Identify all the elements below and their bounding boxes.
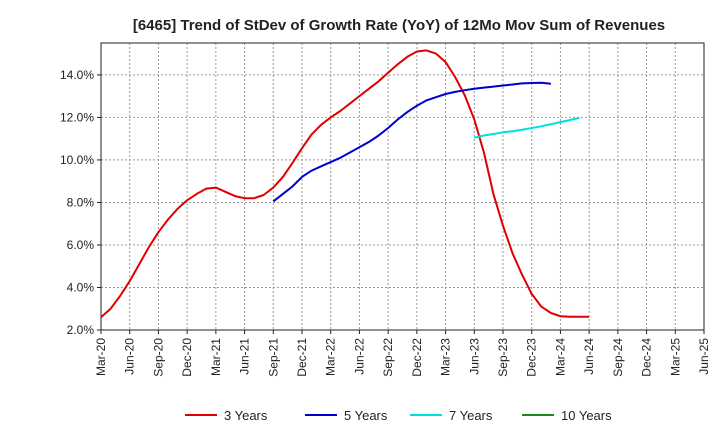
series <box>100 49 590 318</box>
legend: 3 Years 5 Years 7 Years 10 Years <box>185 408 612 423</box>
y-tick-label: 10.0% <box>60 153 94 167</box>
legend-label: 3 Years <box>224 408 268 423</box>
x-tick-label: Dec-23 <box>525 338 539 377</box>
x-tick-label: Jun-23 <box>467 338 481 375</box>
series-line-3-years <box>100 49 590 318</box>
series-line-5-years <box>272 81 552 203</box>
y-tick-label: 6.0% <box>67 238 95 252</box>
x-axis: Mar-20 Jun-20 Sep-20 Dec-20 Mar-21 Jun-21 Sep-… <box>94 330 711 377</box>
y-tick-label: 2.0% <box>67 323 95 337</box>
y-tick-label: 12.0% <box>60 110 94 124</box>
x-tick-label: Mar-21 <box>209 338 223 376</box>
x-tick-label: Jun-22 <box>352 338 366 375</box>
x-tick-label: Sep-24 <box>611 338 625 377</box>
y-tick-label: 14.0% <box>60 68 94 82</box>
x-tick-label: Jun-24 <box>582 338 596 375</box>
y-tick-label: 8.0% <box>67 195 95 209</box>
grid <box>100 43 705 331</box>
plot-area <box>100 42 705 331</box>
x-tick-label: Dec-21 <box>295 338 309 377</box>
x-tick-label: Jun-25 <box>697 338 711 375</box>
legend-label: 7 Years <box>449 408 493 423</box>
x-tick-label: Dec-24 <box>640 338 654 377</box>
x-tick-label: Dec-20 <box>180 338 194 377</box>
x-tick-label: Mar-23 <box>439 338 453 376</box>
x-tick-label: Sep-21 <box>266 338 280 377</box>
x-tick-label: Sep-20 <box>151 338 165 377</box>
x-tick-label: Mar-20 <box>94 338 108 376</box>
legend-label: 5 Years <box>344 408 388 423</box>
series-line-7-years <box>474 116 580 139</box>
x-tick-label: Mar-24 <box>553 338 567 376</box>
legend-label: 10 Years <box>561 408 612 423</box>
x-tick-label: Jun-20 <box>123 338 137 375</box>
chart-title: [6465] Trend of StDev of Growth Rate (Yo… <box>133 17 665 34</box>
x-tick-label: Sep-22 <box>381 338 395 377</box>
x-tick-label: Jun-21 <box>238 338 252 375</box>
y-axis: 2.0% 4.0% 6.0% 8.0% 10.0% 12.0% 14.0% <box>60 68 101 337</box>
x-tick-label: Sep-23 <box>496 338 510 377</box>
y-tick-label: 4.0% <box>67 280 95 294</box>
x-tick-label: Mar-25 <box>668 338 682 376</box>
x-tick-label: Dec-22 <box>410 338 424 377</box>
x-tick-label: Mar-22 <box>324 338 338 376</box>
